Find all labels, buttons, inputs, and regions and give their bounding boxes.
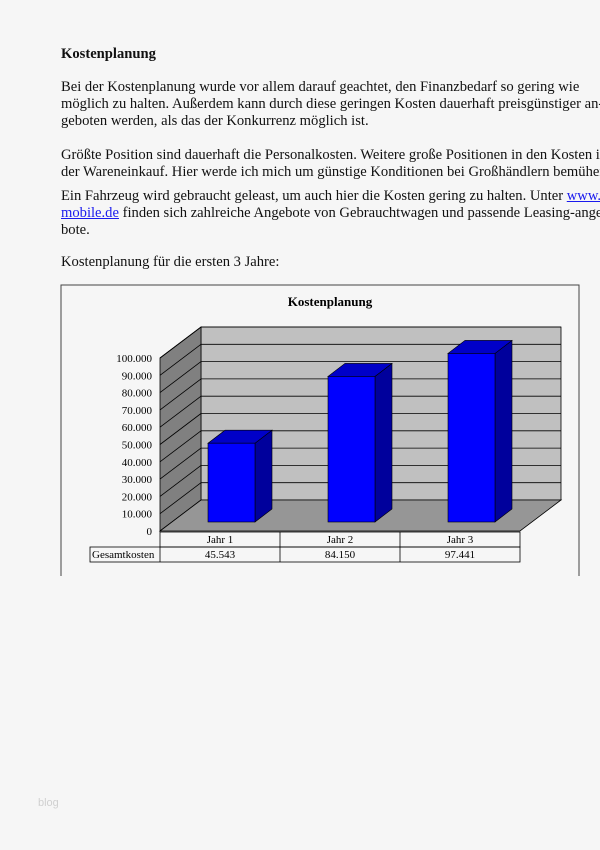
paragraph-1-line: geboten werden, als das der Konkurrenz m… — [61, 113, 369, 129]
category-label: Jahr 2 — [327, 534, 354, 546]
bar-1 — [207, 442, 256, 523]
y-tick-label: 60.000 — [122, 422, 153, 434]
y-tick-label: 30.000 — [122, 474, 153, 486]
table-data-row — [89, 546, 521, 563]
paragraph-3-line: mobile.de finden sich zahlreiche Angebot… — [61, 205, 600, 222]
data-label: 84.150 — [325, 549, 356, 561]
bar-side — [494, 339, 513, 523]
y-tick-label: 0 — [147, 526, 153, 538]
data-label: 45.543 — [205, 549, 236, 561]
paragraph-3-text: finden sich zahlreiche Angebote von Gebr… — [118, 205, 600, 221]
chart-intro: Kostenplanung für die ersten 3 Jahre: — [61, 254, 280, 270]
gridline-side — [159, 465, 202, 497]
bar-side — [374, 362, 393, 523]
y-tick-label: 20.000 — [122, 491, 153, 503]
watermark: blog — [38, 797, 59, 809]
gridline-side — [159, 361, 202, 393]
data-label: 97.441 — [445, 549, 475, 561]
y-tick-label: 70.000 — [122, 405, 153, 417]
bar-side — [254, 429, 273, 523]
y-tick-label: 10.000 — [122, 509, 153, 521]
category-label: Jahr 3 — [447, 534, 474, 546]
mobile-de-link[interactable]: mobile.de — [61, 205, 119, 221]
y-tick-label: 90.000 — [122, 370, 153, 382]
cost-chart: Kostenplanung 0 10.000 20.000 30.000 40.000 50… — [60, 284, 580, 576]
gridline-side — [159, 482, 202, 515]
table-series-label: Gesamtkosten — [92, 549, 155, 561]
paragraph-3-line: bote. — [61, 222, 90, 238]
bar-3 — [447, 353, 496, 523]
mobile-de-link[interactable]: www.- — [566, 188, 600, 204]
paragraph-1-line: Bei der Kostenplanung wurde vor allem da… — [61, 79, 580, 95]
y-tick-label: 50.000 — [122, 440, 153, 452]
chart-title: Kostenplanung — [288, 294, 373, 309]
y-tick-label: 80.000 — [122, 388, 153, 400]
category-label: Jahr 1 — [207, 534, 234, 546]
paragraph-3-line: Ein Fahrzeug wird gebraucht geleast, um … — [61, 188, 600, 205]
paragraph-3-text: Ein Fahrzeug wird gebraucht geleast, um … — [61, 188, 567, 204]
gridline-side — [159, 326, 202, 359]
gridline-side — [159, 413, 202, 445]
gridline-side — [159, 378, 202, 411]
paragraph-2-line: der Wareneinkauf. Hier werde ich mich um… — [61, 164, 600, 180]
chart-frame — [60, 284, 580, 576]
y-tick-label: 100.000 — [116, 353, 152, 365]
y-tick-label: 40.000 — [122, 457, 153, 469]
document-heading: Kostenplanung — [61, 46, 156, 62]
paragraph-1-line: möglich zu halten. Außerdem kann durch d… — [61, 96, 600, 112]
gridline-side — [159, 395, 202, 428]
gridline-side — [159, 430, 202, 463]
gridline-side — [159, 343, 202, 376]
gridline-side — [159, 447, 202, 480]
bar-2 — [327, 376, 376, 523]
paragraph-2-line: Größte Position sind dauerhaft die Perso… — [61, 147, 600, 163]
